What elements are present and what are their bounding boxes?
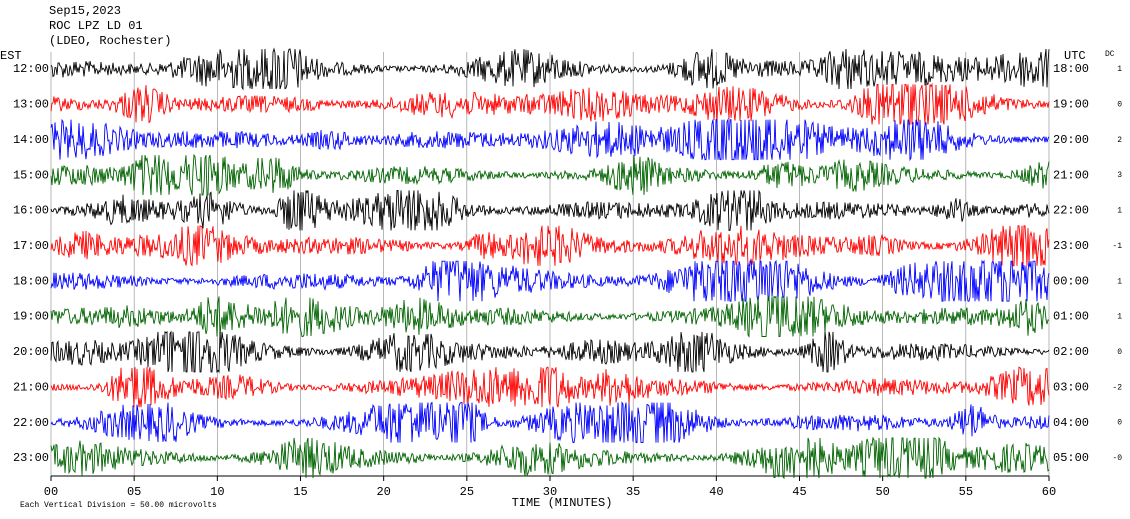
dc-label: 1 bbox=[1117, 207, 1122, 216]
left-time-label: 17:00 bbox=[13, 239, 49, 253]
left-time-label: 23:00 bbox=[13, 451, 49, 465]
right-time-label: 19:00 bbox=[1053, 98, 1089, 112]
x-tick-label: 00 bbox=[44, 485, 58, 499]
trace bbox=[50, 118, 1050, 162]
right-time-label: 02:00 bbox=[1053, 345, 1089, 359]
x-tick-label: 55 bbox=[959, 485, 973, 499]
right-header: UTC bbox=[1064, 49, 1086, 63]
x-tick-label: 60 bbox=[1042, 485, 1056, 499]
right-time-label: 04:00 bbox=[1053, 416, 1089, 430]
footer: Each Vertical Division = 50.00 microvolt… bbox=[20, 501, 217, 510]
dc-label: 1 bbox=[1117, 65, 1122, 74]
dc-label: 1 bbox=[1117, 277, 1122, 286]
x-tick-label: 35 bbox=[626, 485, 640, 499]
right-time-label: 03:00 bbox=[1053, 380, 1089, 394]
x-axis-label: TIME (MINUTES) bbox=[512, 496, 613, 510]
x-tick-label: 30 bbox=[543, 485, 557, 499]
left-header: EST bbox=[0, 49, 22, 63]
left-time-label: 22:00 bbox=[13, 416, 49, 430]
left-time-label: 13:00 bbox=[13, 98, 49, 112]
right-time-label: 05:00 bbox=[1053, 451, 1089, 465]
title-line: Sep15,2023 bbox=[49, 4, 121, 18]
trace bbox=[50, 47, 1050, 91]
left-time-label: 19:00 bbox=[13, 310, 49, 324]
x-tick-label: 10 bbox=[210, 485, 224, 499]
dc-label: 3 bbox=[1117, 171, 1122, 180]
trace bbox=[50, 330, 1050, 374]
dc-label: 0 bbox=[1117, 419, 1122, 428]
dc-label: -2 bbox=[1112, 383, 1122, 392]
dc-label: -1 bbox=[1112, 242, 1122, 251]
trace bbox=[50, 153, 1050, 196]
x-tick-label: 45 bbox=[792, 485, 806, 499]
trace bbox=[50, 401, 1050, 444]
x-tick-label: 15 bbox=[293, 485, 307, 499]
trace bbox=[50, 436, 1050, 480]
trace bbox=[50, 82, 1050, 125]
right-time-label: 20:00 bbox=[1053, 133, 1089, 147]
dc-label: 0 bbox=[1117, 348, 1122, 357]
left-time-label: 12:00 bbox=[13, 62, 49, 76]
right-time-label: 00:00 bbox=[1053, 274, 1089, 288]
left-time-label: 21:00 bbox=[13, 380, 49, 394]
title-line: (LDEO, Rochester) bbox=[49, 34, 171, 48]
right-time-label: 01:00 bbox=[1053, 310, 1089, 324]
x-tick-label: 20 bbox=[376, 485, 390, 499]
trace bbox=[50, 225, 1050, 267]
left-time-label: 18:00 bbox=[13, 274, 49, 288]
dc-label: -0 bbox=[1112, 454, 1122, 463]
trace bbox=[50, 366, 1050, 408]
dc-header: DC bbox=[1105, 50, 1115, 59]
left-time-label: 16:00 bbox=[13, 204, 49, 218]
dc-label: 0 bbox=[1117, 100, 1122, 109]
right-time-label: 23:00 bbox=[1053, 239, 1089, 253]
x-tick-label: 40 bbox=[709, 485, 723, 499]
dc-label: 1 bbox=[1117, 313, 1122, 322]
trace bbox=[50, 259, 1050, 302]
dc-label: 2 bbox=[1117, 136, 1122, 145]
trace bbox=[50, 295, 1050, 338]
x-tick-label: 05 bbox=[127, 485, 141, 499]
right-time-label: 21:00 bbox=[1053, 168, 1089, 182]
left-time-label: 15:00 bbox=[13, 168, 49, 182]
trace bbox=[50, 189, 1050, 231]
x-tick-label: 50 bbox=[875, 485, 889, 499]
left-time-label: 20:00 bbox=[13, 345, 49, 359]
x-tick-label: 25 bbox=[460, 485, 474, 499]
right-time-label: 18:00 bbox=[1053, 62, 1089, 76]
left-time-label: 14:00 bbox=[13, 133, 49, 147]
title-line: ROC LPZ LD 01 bbox=[49, 19, 143, 33]
right-time-label: 22:00 bbox=[1053, 204, 1089, 218]
